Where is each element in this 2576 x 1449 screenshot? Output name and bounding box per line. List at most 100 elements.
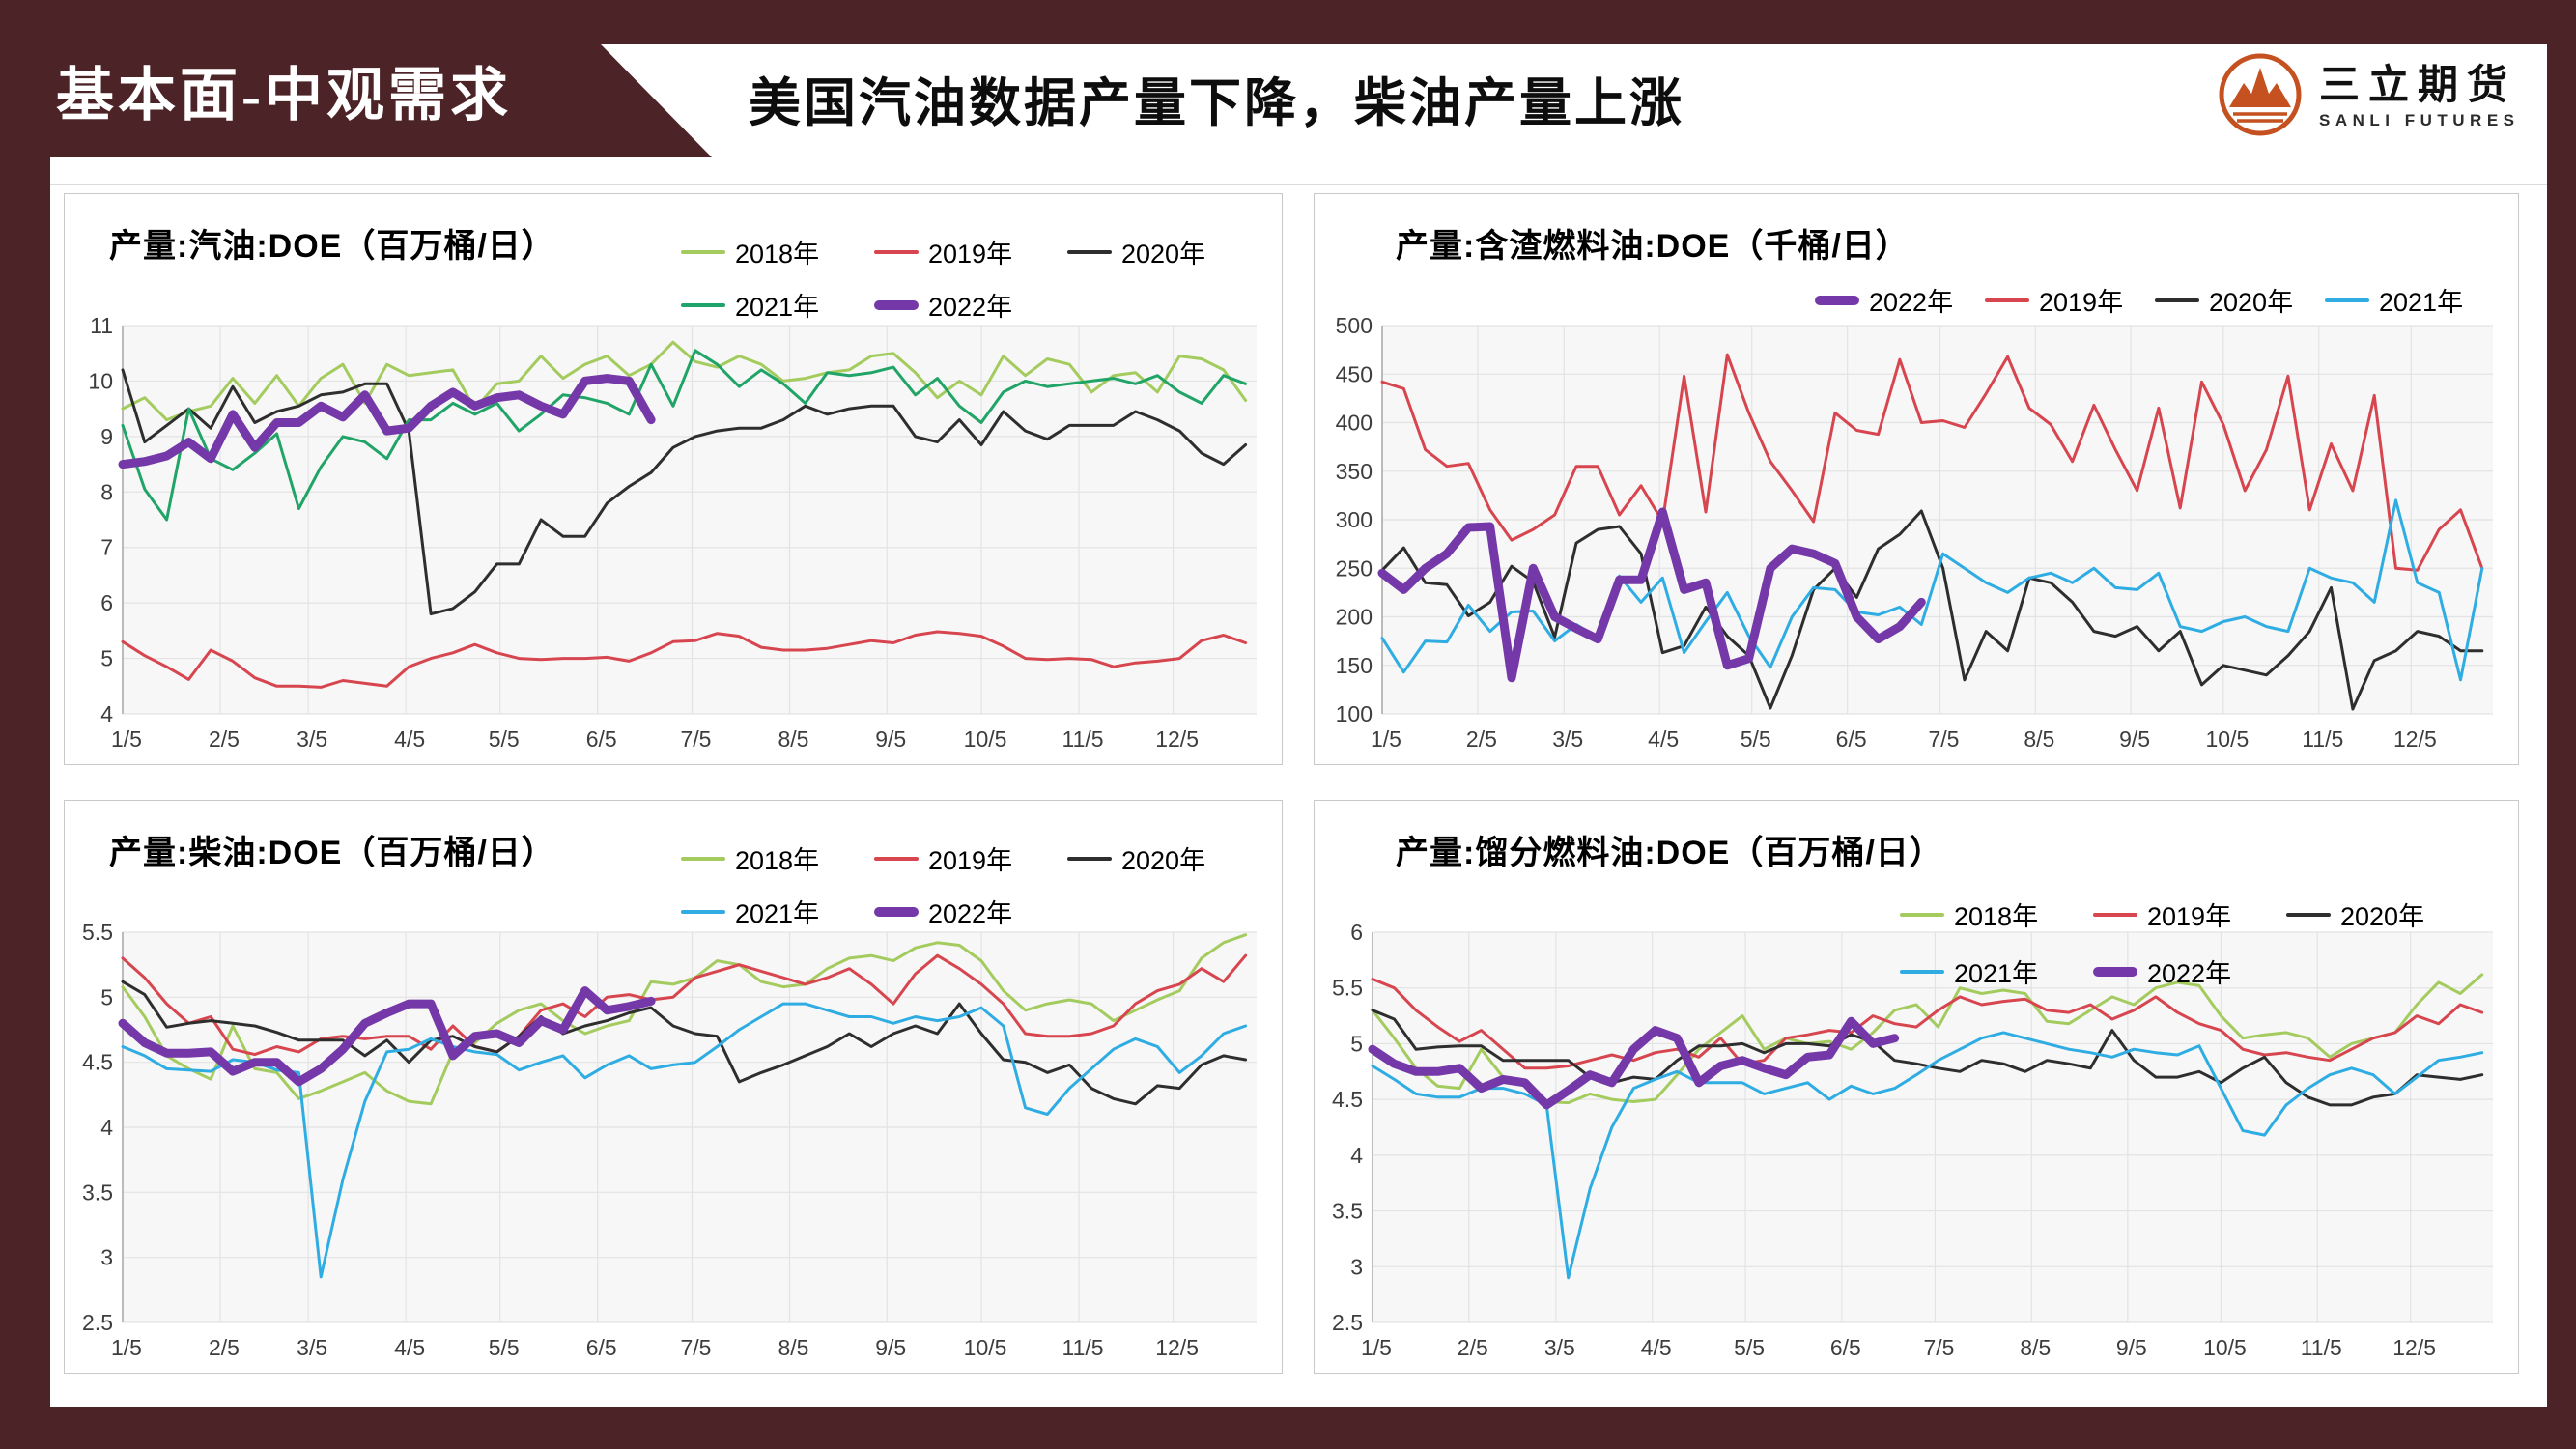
svg-text:250: 250	[1336, 555, 1373, 581]
svg-text:8/5: 8/5	[2024, 726, 2054, 752]
series-2018年	[121, 340, 1248, 422]
legend-item-2019: 2019年	[874, 233, 1067, 270]
chart-panel-diesel: 产量:柴油:DOE（百万桶/日） 2018年 2019年 2020年 2021年 202…	[64, 800, 1283, 1374]
legend-swatch-2021	[2325, 298, 2369, 302]
legend-swatch-2020	[1067, 856, 1112, 861]
legend-row: 2018年 2019年 2020年	[681, 233, 1260, 270]
legend-label-2022: 2022年	[1869, 288, 1954, 317]
chart-plot-distillate-fuel: 2.5 3 3.5 4 4.5 5 5.5 6 1/5 2/5 3/5 4/5 5/5 6/5 7/5 8/5…	[1322, 920, 2508, 1367]
svg-text:3/5: 3/5	[297, 1335, 327, 1360]
legend-row: 2018年 2019年 2020年	[1900, 895, 2479, 933]
svg-text:8/5: 8/5	[778, 1335, 809, 1360]
series-2020年	[121, 368, 1248, 616]
svg-text:6: 6	[1350, 923, 1363, 945]
legend-label-2020: 2020年	[1121, 240, 1206, 269]
series-2021年	[121, 349, 1248, 522]
svg-text:12/5: 12/5	[1155, 1335, 1199, 1360]
svg-text:3/5: 3/5	[1552, 726, 1583, 752]
series-2021年	[121, 1002, 1248, 1279]
legend-swatch-2022	[1815, 295, 1859, 305]
legend-label-2021: 2021年	[2379, 288, 2464, 317]
legend-label-2020: 2020年	[1121, 846, 1206, 875]
chart-panel-gasoline: 产量:汽油:DOE（百万桶/日） 2018年 2019年 2020年 2021年 202…	[64, 193, 1283, 765]
chart-title-diesel: 产量:柴油:DOE（百万桶/日）	[109, 835, 555, 871]
svg-text:4: 4	[100, 1115, 113, 1140]
svg-text:6/5: 6/5	[1836, 726, 1867, 752]
series-2022年	[118, 374, 656, 469]
svg-text:5: 5	[100, 984, 113, 1009]
legend-swatch-2018	[1900, 912, 1944, 917]
legend-item-2018: 2018年	[1900, 895, 2093, 933]
legend-label-2019: 2019年	[2147, 902, 2232, 931]
legend-swatch-2021	[681, 909, 725, 914]
svg-text:1/5: 1/5	[1371, 726, 1401, 752]
legend-row: 2022年 2019年 2020年 2021年	[1815, 281, 2495, 319]
legend-row: 2021年 2022年	[1900, 952, 2479, 990]
legend-label-2022: 2022年	[928, 899, 1013, 928]
svg-text:5/5: 5/5	[1741, 726, 1771, 752]
legend-swatch-2019	[874, 856, 919, 861]
svg-text:11/5: 11/5	[2301, 1335, 2342, 1360]
svg-text:3.5: 3.5	[1332, 1199, 1363, 1224]
legend-item-2021: 2021年	[681, 286, 874, 324]
legend-swatch-2022	[874, 299, 919, 310]
svg-text:7: 7	[100, 535, 113, 560]
series-2022年	[1368, 1016, 1900, 1110]
svg-text:5/5: 5/5	[489, 726, 520, 752]
svg-text:1/5: 1/5	[111, 1335, 142, 1360]
legend-swatch-2018	[681, 249, 725, 254]
series-2019年	[1380, 353, 2484, 572]
section-title: 基本面-中观需求	[56, 64, 512, 128]
line-chart-svg: 2.5 3 3.5 4 4.5 5 5.5 1/5 2/5 3/5 4/5 5/5 6/5 7/5 8/5 9…	[82, 920, 1257, 1360]
legend-diesel: 2018年 2019年 2020年 2021年 2022年	[681, 839, 1260, 930]
legend-swatch-2019	[2093, 912, 2137, 917]
svg-text:9: 9	[100, 424, 113, 449]
legend-label-2019: 2019年	[928, 240, 1013, 269]
svg-text:5/5: 5/5	[1734, 1335, 1765, 1360]
legend-label-2018: 2018年	[735, 240, 820, 269]
legend-item-2022: 2022年	[2093, 952, 2286, 990]
svg-text:2/5: 2/5	[209, 726, 240, 752]
series-2019年	[121, 630, 1248, 689]
svg-text:6/5: 6/5	[586, 1335, 617, 1360]
charts-grid: 产量:汽油:DOE（百万桶/日） 2018年 2019年 2020年 2021年 202…	[64, 193, 2519, 1374]
legend-item-2020: 2020年	[1067, 233, 1260, 270]
series-2019年	[121, 953, 1248, 1057]
chart-plot-residual-fuel: 100 150 200 250 300 350 400 450 500 1/5 2/5 3/5 4/5 5…	[1322, 313, 2508, 758]
legend-row: 2021年 2022年	[681, 893, 1260, 930]
svg-text:5.5: 5.5	[1332, 976, 1363, 1001]
svg-text:4/5: 4/5	[1648, 726, 1679, 752]
series-2020年	[1380, 509, 2484, 711]
svg-text:11/5: 11/5	[2302, 726, 2343, 752]
legend-item-2021: 2021年	[1900, 952, 2093, 990]
right-border-bar	[2547, 0, 2576, 1449]
svg-text:8/5: 8/5	[2020, 1335, 2051, 1360]
svg-text:450: 450	[1336, 361, 1373, 386]
svg-text:2/5: 2/5	[1466, 726, 1497, 752]
legend-label-2022: 2022年	[2147, 959, 2232, 988]
legend-label-2020: 2020年	[2340, 902, 2425, 931]
legend-label-2018: 2018年	[735, 846, 820, 875]
chart-panel-residual-fuel: 产量:含渣燃料油:DOE（千桶/日） 2022年 2019年 2020年 2021年 …	[1314, 193, 2519, 765]
svg-text:3/5: 3/5	[1544, 1335, 1575, 1360]
series-2019年	[1371, 978, 2484, 1070]
legend-swatch-2018	[681, 856, 725, 861]
logo-subtitle: SANLI FUTURES	[2319, 111, 2520, 130]
svg-text:1/5: 1/5	[111, 726, 142, 752]
svg-text:7/5: 7/5	[1923, 1335, 1954, 1360]
svg-text:500: 500	[1336, 316, 1373, 338]
legend-label-2018: 2018年	[1954, 902, 2039, 931]
legend-item-2020: 2020年	[1067, 839, 1260, 877]
series-2022年	[1377, 507, 1926, 683]
svg-text:7/5: 7/5	[681, 726, 712, 752]
svg-text:2/5: 2/5	[1458, 1335, 1488, 1360]
page-title: 美国汽油数据产量下降，柴油产量上涨	[749, 74, 1684, 132]
svg-text:10/5: 10/5	[2203, 1335, 2247, 1360]
series-2021年	[1371, 1031, 2484, 1280]
svg-text:9/5: 9/5	[2119, 726, 2150, 752]
legend-item-2021: 2021年	[681, 893, 874, 930]
svg-text:6: 6	[100, 590, 113, 615]
legend-item-2022: 2022年	[874, 893, 1067, 930]
svg-text:5/5: 5/5	[489, 1335, 520, 1360]
svg-text:8: 8	[100, 479, 113, 504]
